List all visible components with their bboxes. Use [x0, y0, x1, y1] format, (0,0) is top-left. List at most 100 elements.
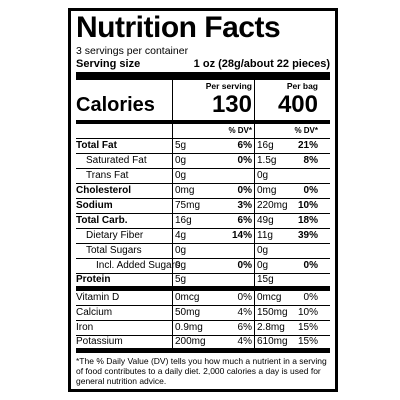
daily-value: 0% — [237, 260, 252, 271]
daily-value — [292, 244, 320, 258]
nutrient-row: Calcium 50mg 4% 150mg 10% — [76, 306, 330, 321]
amount: 220mg — [254, 199, 292, 213]
dv-header: % DV* — [254, 124, 320, 138]
amount: 1.5g — [254, 154, 292, 168]
daily-value: 0% — [303, 185, 318, 196]
amount: 16g — [254, 139, 292, 153]
daily-value: 10% — [297, 307, 318, 318]
daily-value — [220, 244, 254, 258]
dv-header-row: % DV* % DV* — [76, 124, 330, 139]
nutrient-label: Potassium — [76, 336, 123, 347]
amount: 200mg — [172, 336, 220, 348]
amount: 0g — [254, 169, 292, 183]
nutrient-label: Incl. Added Sugars — [96, 260, 180, 271]
spacer — [76, 124, 172, 138]
amount: 0g — [172, 154, 220, 168]
nutrient-rows: Total Fat 5g 6% 16g 21% Saturated Fat 0g 0% 1.5g… — [76, 139, 330, 353]
daily-value: 6% — [237, 140, 252, 151]
nutrient-label: Protein — [76, 274, 111, 285]
nutrient-row: Iron 0.9mg 6% 2.8mg 15% — [76, 321, 330, 336]
footnote: *The % Daily Value (DV) tells you how mu… — [76, 356, 327, 386]
daily-value: 15% — [297, 322, 318, 333]
column-header: Per bag — [286, 81, 318, 91]
daily-value — [292, 274, 320, 286]
amount: 0.9mg — [172, 321, 220, 335]
amount: 16g — [172, 214, 220, 228]
nutrient-label: Saturated Fat — [86, 155, 147, 166]
nutrient-row: Trans Fat 0g 0g — [76, 169, 330, 184]
dv-header: % DV* — [172, 124, 254, 138]
amount: 0mcg — [254, 291, 292, 305]
servings: 3 servings per container — [76, 45, 189, 57]
daily-value: 6% — [237, 215, 252, 226]
nutrient-row: Incl. Added Sugars 0g 0% 0g 0% — [76, 259, 330, 274]
nutrient-label: Calcium — [76, 307, 113, 318]
amount: 5g — [172, 139, 220, 153]
nutrient-row: Dietary Fiber 4g 14% 11g 39% — [76, 229, 330, 244]
calories-block: Calories Per serving 130 Per bag 400 — [76, 80, 330, 124]
nutrition-label: Nutrition Facts 3 servings per container… — [68, 8, 338, 392]
nutrient-row: Total Carb. 16g 6% 49g 18% — [76, 214, 330, 229]
daily-value: 39% — [297, 230, 318, 241]
daily-value: 4% — [237, 336, 252, 347]
nutrient-label: Iron — [76, 322, 94, 333]
daily-value: 4% — [237, 307, 252, 318]
daily-value: 10% — [297, 200, 318, 211]
nutrient-label: Dietary Fiber — [86, 230, 144, 241]
daily-value: 0% — [237, 155, 252, 166]
daily-value — [292, 169, 320, 183]
amount: 0mcg — [172, 291, 220, 305]
column-header: Per serving — [205, 81, 252, 91]
amount: 49g — [254, 214, 292, 228]
amount: 5g — [172, 274, 220, 286]
amount: 0g — [172, 244, 220, 258]
daily-value: 3% — [237, 200, 252, 211]
daily-value: 0% — [237, 292, 252, 303]
serving-size-value: 1 oz (28g/about 22 pieces) — [193, 58, 330, 70]
serving-size-label: Serving size — [76, 58, 141, 70]
calories-value: 130 — [211, 91, 252, 118]
daily-value — [220, 169, 254, 183]
amount: 2.8mg — [254, 321, 292, 335]
amount: 15g — [254, 274, 292, 286]
nutrient-label: Vitamin D — [76, 292, 120, 303]
bag-column: Per bag 400 — [254, 80, 320, 120]
nutrient-label: Total Carb. — [76, 215, 128, 226]
amount: 0mg — [254, 184, 292, 198]
daily-value: 0% — [303, 260, 318, 271]
nutrient-label: Sodium — [76, 200, 113, 211]
daily-value: 6% — [237, 322, 252, 333]
nutrient-row: Vitamin D 0mcg 0% 0mcg 0% — [76, 291, 330, 306]
nutrient-row: Total Sugars 0g 0g — [76, 244, 330, 259]
nutrient-label: Total Sugars — [86, 245, 142, 256]
title: Nutrition Facts — [76, 11, 281, 44]
amount: 0mg — [172, 184, 220, 198]
amount: 0g — [254, 259, 292, 273]
nutrient-label: Cholesterol — [76, 185, 132, 196]
daily-value — [220, 274, 254, 286]
nutrient-row: Cholesterol 0mg 0% 0mg 0% — [76, 184, 330, 199]
daily-value: 0% — [237, 185, 252, 196]
nutrient-row: Protein 5g 15g — [76, 274, 330, 291]
calories-label: Calories — [76, 94, 155, 116]
daily-value: 0% — [303, 292, 318, 303]
amount: 0g — [172, 259, 220, 273]
amount: 50mg — [172, 306, 220, 320]
nutrient-label: Trans Fat — [86, 170, 129, 181]
nutrient-label: Total Fat — [76, 140, 117, 151]
amount: 11g — [254, 229, 292, 243]
nutrient-row: Total Fat 5g 6% 16g 21% — [76, 139, 330, 154]
serving-size: Serving size 1 oz (28g/about 22 pieces) — [76, 58, 330, 80]
daily-value: 8% — [303, 155, 318, 166]
nutrient-row: Sodium 75mg 3% 220mg 10% — [76, 199, 330, 214]
amount: 150mg — [254, 306, 292, 320]
amount: 610mg — [254, 336, 292, 348]
nutrient-row: Saturated Fat 0g 0% 1.5g 8% — [76, 154, 330, 169]
amount: 0g — [254, 244, 292, 258]
daily-value: 18% — [297, 215, 318, 226]
daily-value: 21% — [297, 140, 318, 151]
daily-value: 15% — [297, 336, 318, 347]
calories-value: 400 — [277, 91, 318, 118]
amount: 0g — [172, 169, 220, 183]
